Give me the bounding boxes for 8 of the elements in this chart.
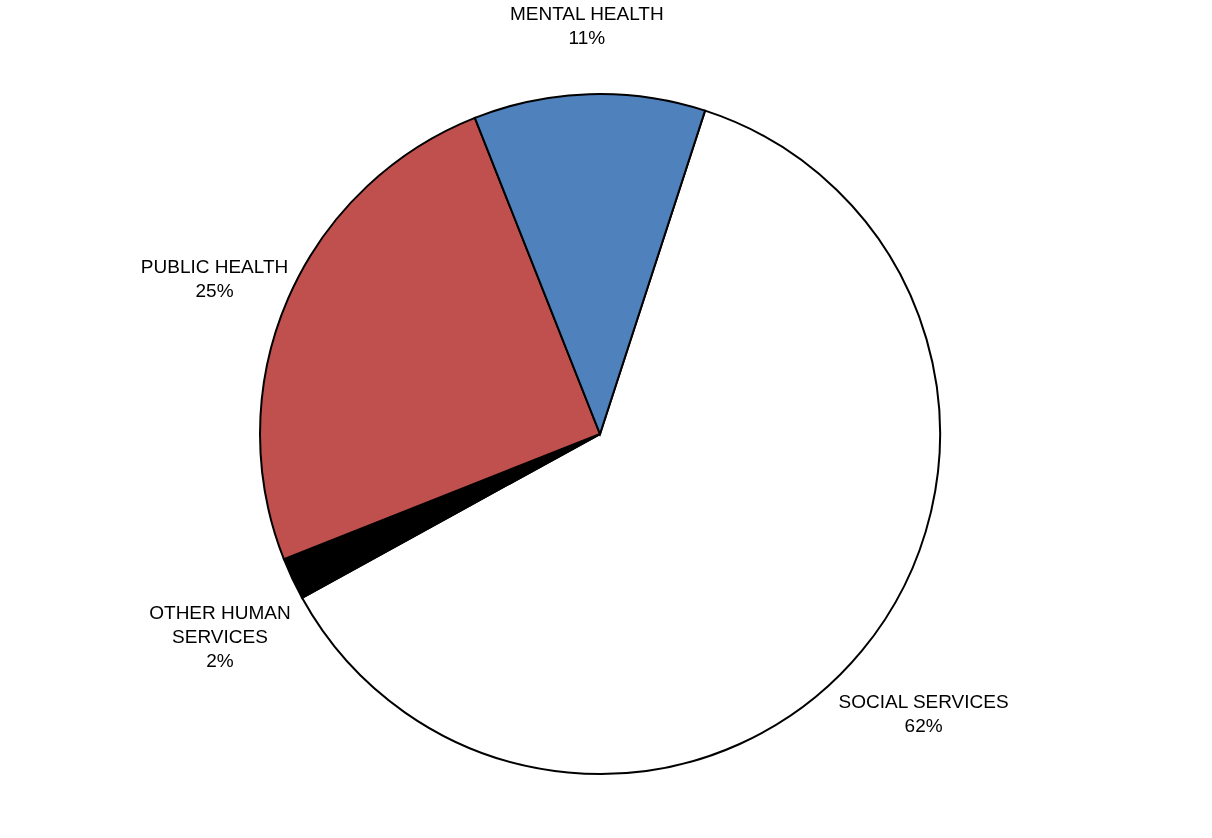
data-label: 25% (195, 280, 234, 302)
data-label: 2% (206, 649, 234, 671)
slice-label: MENTAL HEALTH (509, 3, 664, 25)
slice-label: PUBLIC HEALTH (140, 256, 289, 278)
slice-label: OTHER HUMAN SERVICES (149, 601, 291, 647)
data-label: 11% (568, 27, 606, 49)
slice-label: SOCIAL SERVICES (838, 690, 1009, 712)
data-label: 62% (904, 714, 943, 736)
